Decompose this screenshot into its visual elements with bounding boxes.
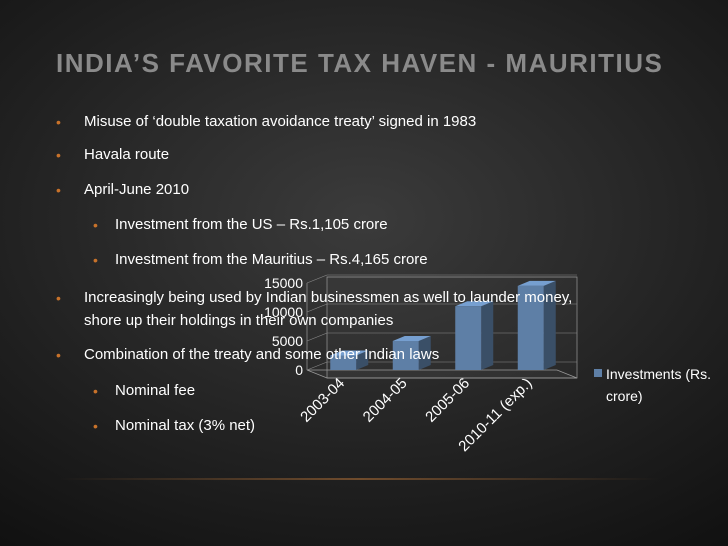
bar-front-face (517, 285, 544, 370)
legend-label: crore) (606, 388, 643, 404)
bar-side-face (481, 301, 494, 370)
bar (455, 301, 494, 370)
bar-top-face (330, 350, 369, 356)
gridline-depth (306, 361, 328, 371)
bar-side-face (543, 280, 556, 370)
bar-top-face (517, 280, 556, 286)
decorative-glow-line (60, 478, 660, 480)
gridline-depth (306, 303, 328, 313)
gridline-depth (306, 274, 328, 284)
gridline-depth (306, 332, 328, 342)
slide-title: INDIA’S FAVORITE TAX HAVEN - MAURITIUS (56, 48, 664, 78)
bar-top-face (455, 301, 494, 307)
x-category-label: 2004-05 (360, 375, 411, 426)
bar-front-face (330, 355, 357, 370)
y-tick-label: 5000 (272, 333, 303, 349)
legend-label: Investments (Rs. (606, 366, 711, 382)
bar-front-face (392, 341, 419, 370)
x-category-label: 2003-04 (297, 375, 348, 426)
y-tick-label: 10000 (264, 304, 303, 320)
bar (330, 350, 369, 370)
legend-swatch (594, 369, 602, 377)
bar-side-face (356, 350, 369, 370)
bar (517, 280, 556, 370)
y-tick-label: 15000 (264, 275, 303, 291)
x-category-label: 2005-06 (422, 375, 473, 426)
bar-side-face (418, 336, 431, 370)
chart-bars (330, 280, 556, 370)
chart-floor (306, 369, 578, 379)
bar-top-face (392, 336, 431, 341)
chart-legend: Investments (Rs. crore) (594, 366, 711, 404)
chart-y-ticks: 0 5000 10000 15000 (264, 275, 303, 378)
bar (392, 336, 431, 370)
bar-front-face (455, 306, 482, 370)
y-tick-label: 0 (295, 362, 303, 378)
